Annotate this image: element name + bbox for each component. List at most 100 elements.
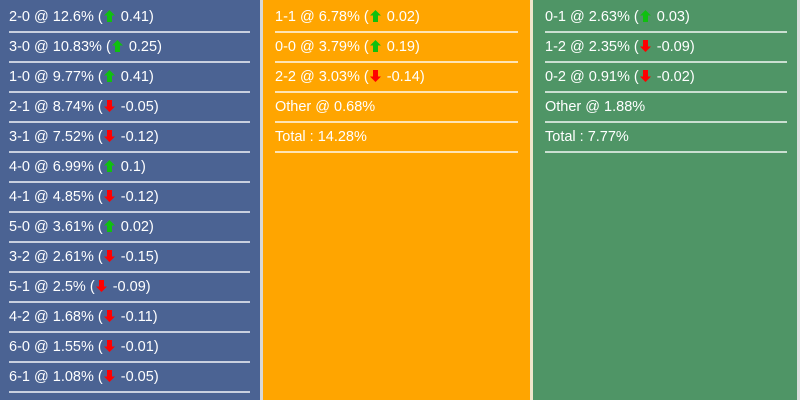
arrow-down-icon (103, 304, 115, 322)
score: 6-0 (9, 339, 30, 355)
change: -0.02 (656, 69, 690, 85)
probability: 2.63% (588, 9, 630, 25)
away-win-column: 0-1 @ 2.63% ( 0.03) 1-2 @ 2.35% ( -0.09) 0… (533, 0, 797, 400)
other-row: Other @ 1.88% (545, 93, 787, 123)
other-row: Other @ 0.68% (275, 93, 518, 123)
change: -0.05 (120, 99, 154, 115)
arrow-down-icon (103, 94, 115, 112)
arrow-down-icon (103, 184, 115, 202)
score: 6-1 (9, 369, 30, 385)
score: 0-0 (275, 39, 296, 55)
score-row: 3-1 @ 7.52% ( -0.12) (9, 123, 250, 153)
probability: 12.6% (52, 9, 94, 25)
score: 2-1 (9, 99, 30, 115)
arrow-up-icon (369, 34, 381, 52)
change: -0.15 (120, 249, 154, 265)
change: 0.41 (120, 69, 149, 85)
score-row: 0-2 @ 0.91% ( -0.02) (545, 63, 787, 93)
probability: 1.08% (52, 369, 94, 385)
arrow-down-icon (95, 274, 107, 292)
probability: 1.55% (52, 339, 94, 355)
score: 0-1 (545, 9, 566, 25)
score: 4-0 (9, 159, 30, 175)
arrow-down-icon (639, 64, 651, 82)
score-row: 6-1 @ 1.08% ( -0.05) (9, 363, 250, 393)
arrow-down-icon (103, 124, 115, 142)
change: 0.25 (128, 39, 158, 55)
total-row: Total : 7.77% (545, 123, 787, 153)
score-row: 3-0 @ 10.83% ( 0.25) (9, 33, 250, 63)
total-row: Total : 14.28% (275, 123, 518, 153)
score-row: 2-2 @ 3.03% ( -0.14) (275, 63, 518, 93)
probability: 3.03% (318, 69, 360, 85)
change: -0.09 (112, 279, 146, 295)
score-row: 2-0 @ 12.6% ( 0.41) (9, 3, 250, 33)
arrow-up-icon (369, 4, 381, 22)
score-row: 1-1 @ 6.78% ( 0.02) (275, 3, 518, 33)
score-row: 4-0 @ 6.99% ( 0.1) (9, 153, 250, 183)
probability: 10.83% (52, 39, 102, 55)
score: 3-2 (9, 249, 30, 265)
score: 1-0 (9, 69, 30, 85)
score: 4-2 (9, 309, 30, 325)
score: 3-0 (9, 39, 30, 55)
arrow-up-icon (639, 4, 651, 22)
probability: 0.91% (588, 69, 630, 85)
score-row: 5-0 @ 3.61% ( 0.02) (9, 213, 250, 243)
probability: 6.99% (52, 159, 94, 175)
score: 4-1 (9, 189, 30, 205)
change: -0.09 (656, 39, 690, 55)
probability: 8.74% (52, 99, 94, 115)
arrow-up-icon (103, 214, 115, 232)
change: -0.12 (120, 189, 154, 205)
change: -0.12 (120, 129, 154, 145)
change: 0.02 (120, 219, 149, 235)
score-row: 4-2 @ 1.68% ( -0.11) (9, 303, 250, 333)
change: 0.19 (386, 39, 415, 55)
arrow-up-icon (103, 4, 115, 22)
arrow-down-icon (369, 64, 381, 82)
arrow-down-icon (639, 34, 651, 52)
arrow-up-icon (103, 154, 115, 172)
change: -0.14 (386, 69, 420, 85)
probability: 7.52% (52, 129, 94, 145)
score: 3-1 (9, 129, 30, 145)
arrow-up-icon (111, 34, 123, 52)
score: 1-1 (275, 9, 296, 25)
draw-column: 1-1 @ 6.78% ( 0.02) 0-0 @ 3.79% ( 0.19) 2-… (263, 0, 533, 400)
change: -0.11 (120, 309, 153, 325)
arrow-down-icon (103, 334, 115, 352)
score: 2-0 (9, 9, 30, 25)
score: 2-2 (275, 69, 296, 85)
score-row: 1-2 @ 2.35% ( -0.09) (545, 33, 787, 63)
probability: 2.35% (588, 39, 630, 55)
arrow-up-icon (103, 64, 115, 82)
probability: 3.79% (318, 39, 360, 55)
score-row: 0-1 @ 2.63% ( 0.03) (545, 3, 787, 33)
score-row: 0-0 @ 3.79% ( 0.19) (275, 33, 518, 63)
score: 5-0 (9, 219, 30, 235)
probability: 4.85% (52, 189, 94, 205)
score: 0-2 (545, 69, 566, 85)
probability: 2.61% (52, 249, 94, 265)
probability: 2.5% (52, 279, 86, 295)
probability: 6.78% (318, 9, 360, 25)
score-row: 1-0 @ 9.77% ( 0.41) (9, 63, 250, 93)
change: 0.03 (656, 9, 685, 25)
change: -0.01 (120, 339, 154, 355)
score: 1-2 (545, 39, 566, 55)
probability: 1.68% (52, 309, 94, 325)
score-row: 2-1 @ 8.74% ( -0.05) (9, 93, 250, 123)
probability: 3.61% (52, 219, 94, 235)
change: 0.1 (120, 159, 141, 175)
score-row: 5-1 @ 2.5% ( -0.09) (9, 273, 250, 303)
change: -0.05 (120, 369, 154, 385)
arrow-down-icon (103, 364, 115, 382)
score-row: 3-2 @ 2.61% ( -0.15) (9, 243, 250, 273)
score-row: 4-1 @ 4.85% ( -0.12) (9, 183, 250, 213)
home-win-column: 2-0 @ 12.6% ( 0.41) 3-0 @ 10.83% ( 0.25) 1… (0, 0, 263, 400)
probability: 9.77% (52, 69, 94, 85)
score-row: 6-0 @ 1.55% ( -0.01) (9, 333, 250, 363)
change: 0.41 (120, 9, 149, 25)
